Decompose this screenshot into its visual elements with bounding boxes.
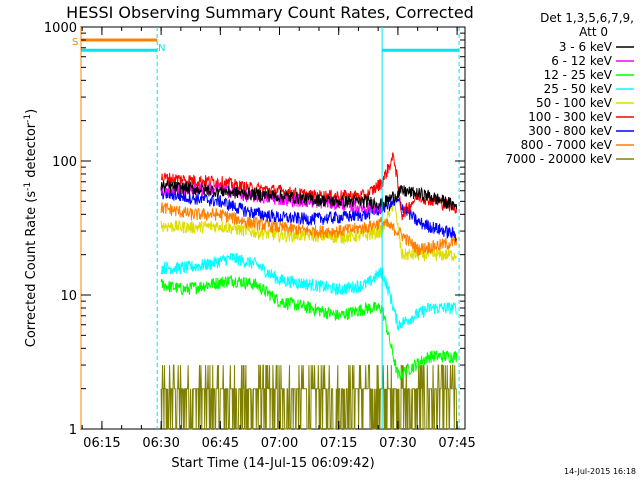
legend-label: 25 - 50 keV: [544, 82, 613, 96]
y-axis-label-part3: ): [24, 109, 39, 114]
y-tick-label: 1000: [44, 21, 77, 36]
x-tick-label: 06:15: [83, 436, 120, 451]
legend-label: 7000 - 20000 keV: [505, 152, 612, 166]
series-layer: [160, 152, 458, 430]
flag-label-s: S: [72, 37, 78, 48]
legend-label: 100 - 300 keV: [528, 110, 612, 124]
y-tick-label: 10: [60, 289, 77, 304]
legend-label: 12 - 25 keV: [544, 68, 613, 82]
legend-label: 3 - 6 keV: [559, 40, 613, 54]
series-line: [160, 364, 458, 430]
series-line: [160, 202, 458, 256]
series-line: [160, 179, 458, 211]
y-tick-label: 100: [52, 155, 77, 170]
series-line: [160, 201, 458, 262]
series-line: [160, 252, 457, 331]
legend-label: 300 - 800 keV: [528, 124, 612, 138]
x-tick-label: 06:30: [142, 436, 179, 451]
legend-label: 800 - 7000 keV: [521, 138, 613, 152]
x-tick-label: 06:45: [202, 436, 239, 451]
legend-label: 6 - 12 keV: [551, 54, 613, 68]
legend-header-2: Att 0: [579, 25, 608, 39]
legend-label: 50 - 100 keV: [536, 96, 613, 110]
y-axis-ticks: 1 10 100 1000: [44, 21, 465, 438]
x-tick-label: 07:45: [438, 436, 475, 451]
y-axis-label-sup1: -1: [23, 182, 33, 191]
footer-date: 14-Jul-2015 16:18: [564, 467, 636, 476]
legend-header-1: Det 1,3,5,6,7,9,: [540, 11, 634, 25]
y-axis-label-part1: Corrected Count Rate (s: [24, 191, 39, 348]
series-line: [160, 187, 457, 243]
x-axis-ticks: 06:15 06:30 06:45 07:00 07:15 07:30 07:45: [81, 27, 476, 451]
x-axis-label: Start Time (14-Jul-15 06:09:42): [171, 456, 374, 471]
series-line: [160, 275, 458, 380]
y-tick-label: 1: [69, 423, 77, 438]
flags-layer: [81, 38, 460, 52]
x-tick-label: 07:00: [261, 436, 298, 451]
flag-label-n: N: [158, 43, 165, 54]
x-tick-label: 07:30: [379, 436, 416, 451]
y-axis-label-part2: detector: [24, 122, 39, 182]
chart-title: HESSI Observing Summary Count Rates, Cor…: [66, 3, 474, 22]
x-tick-label: 07:15: [320, 436, 357, 451]
y-axis-label: Corrected Count Rate (s-1 detector-1): [23, 109, 39, 347]
markers-layer: [80, 27, 460, 429]
y-axis-label-sup2: -1: [23, 114, 33, 123]
